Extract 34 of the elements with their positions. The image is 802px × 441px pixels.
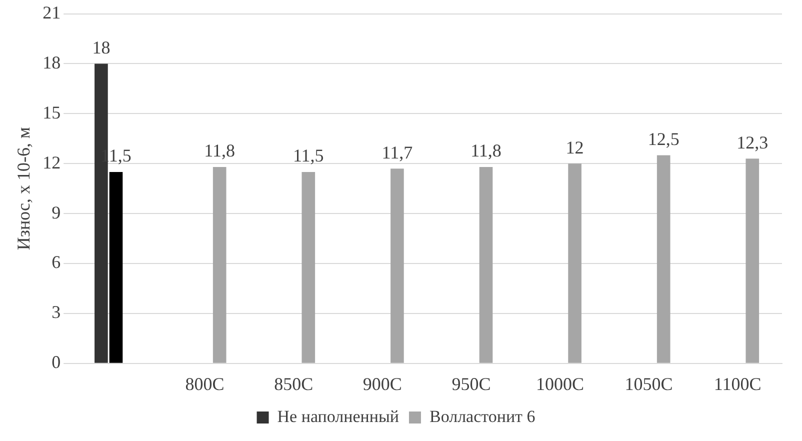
y-tick-label: 0 — [52, 352, 61, 372]
y-tick-label: 12 — [42, 152, 61, 172]
x-tick-label: 850C — [274, 374, 314, 394]
x-tick-label: 950C — [452, 374, 491, 394]
y-tick-label: 6 — [52, 252, 61, 272]
bar — [109, 172, 123, 363]
x-tick-label: 1050C — [624, 374, 673, 394]
bar — [212, 166, 226, 363]
bar — [390, 168, 404, 363]
bar — [568, 164, 582, 363]
y-tick-label: 18 — [42, 52, 61, 72]
y-tick-label: 3 — [52, 302, 61, 322]
bar — [479, 166, 493, 363]
y-tick-label: 9 — [52, 202, 61, 222]
x-tick-label: 1000C — [536, 374, 584, 394]
data-label: 11,8 — [204, 140, 236, 161]
y-tick-label: 21 — [42, 2, 61, 23]
data-label: 11,5 — [292, 146, 324, 166]
data-label: 12,3 — [736, 132, 768, 152]
data-label: 11,8 — [470, 140, 502, 161]
data-label: 18 — [92, 37, 110, 58]
y-axis-title: Износ, х 10-6, м — [14, 127, 34, 250]
x-tick-label: 1100C — [714, 374, 762, 394]
data-label: 11,7 — [382, 142, 413, 162]
x-tick-label: 800C — [185, 374, 224, 394]
legend-label: Не наполненный — [277, 406, 399, 426]
y-tick-label: 15 — [42, 102, 61, 122]
bar — [746, 158, 760, 363]
data-label: 12 — [566, 137, 584, 158]
x-tick-label: 900C — [362, 374, 402, 394]
bar — [302, 172, 316, 363]
bar — [656, 155, 670, 363]
data-label: 12,5 — [648, 129, 680, 150]
legend-label: Волластонит 6 — [429, 406, 536, 426]
